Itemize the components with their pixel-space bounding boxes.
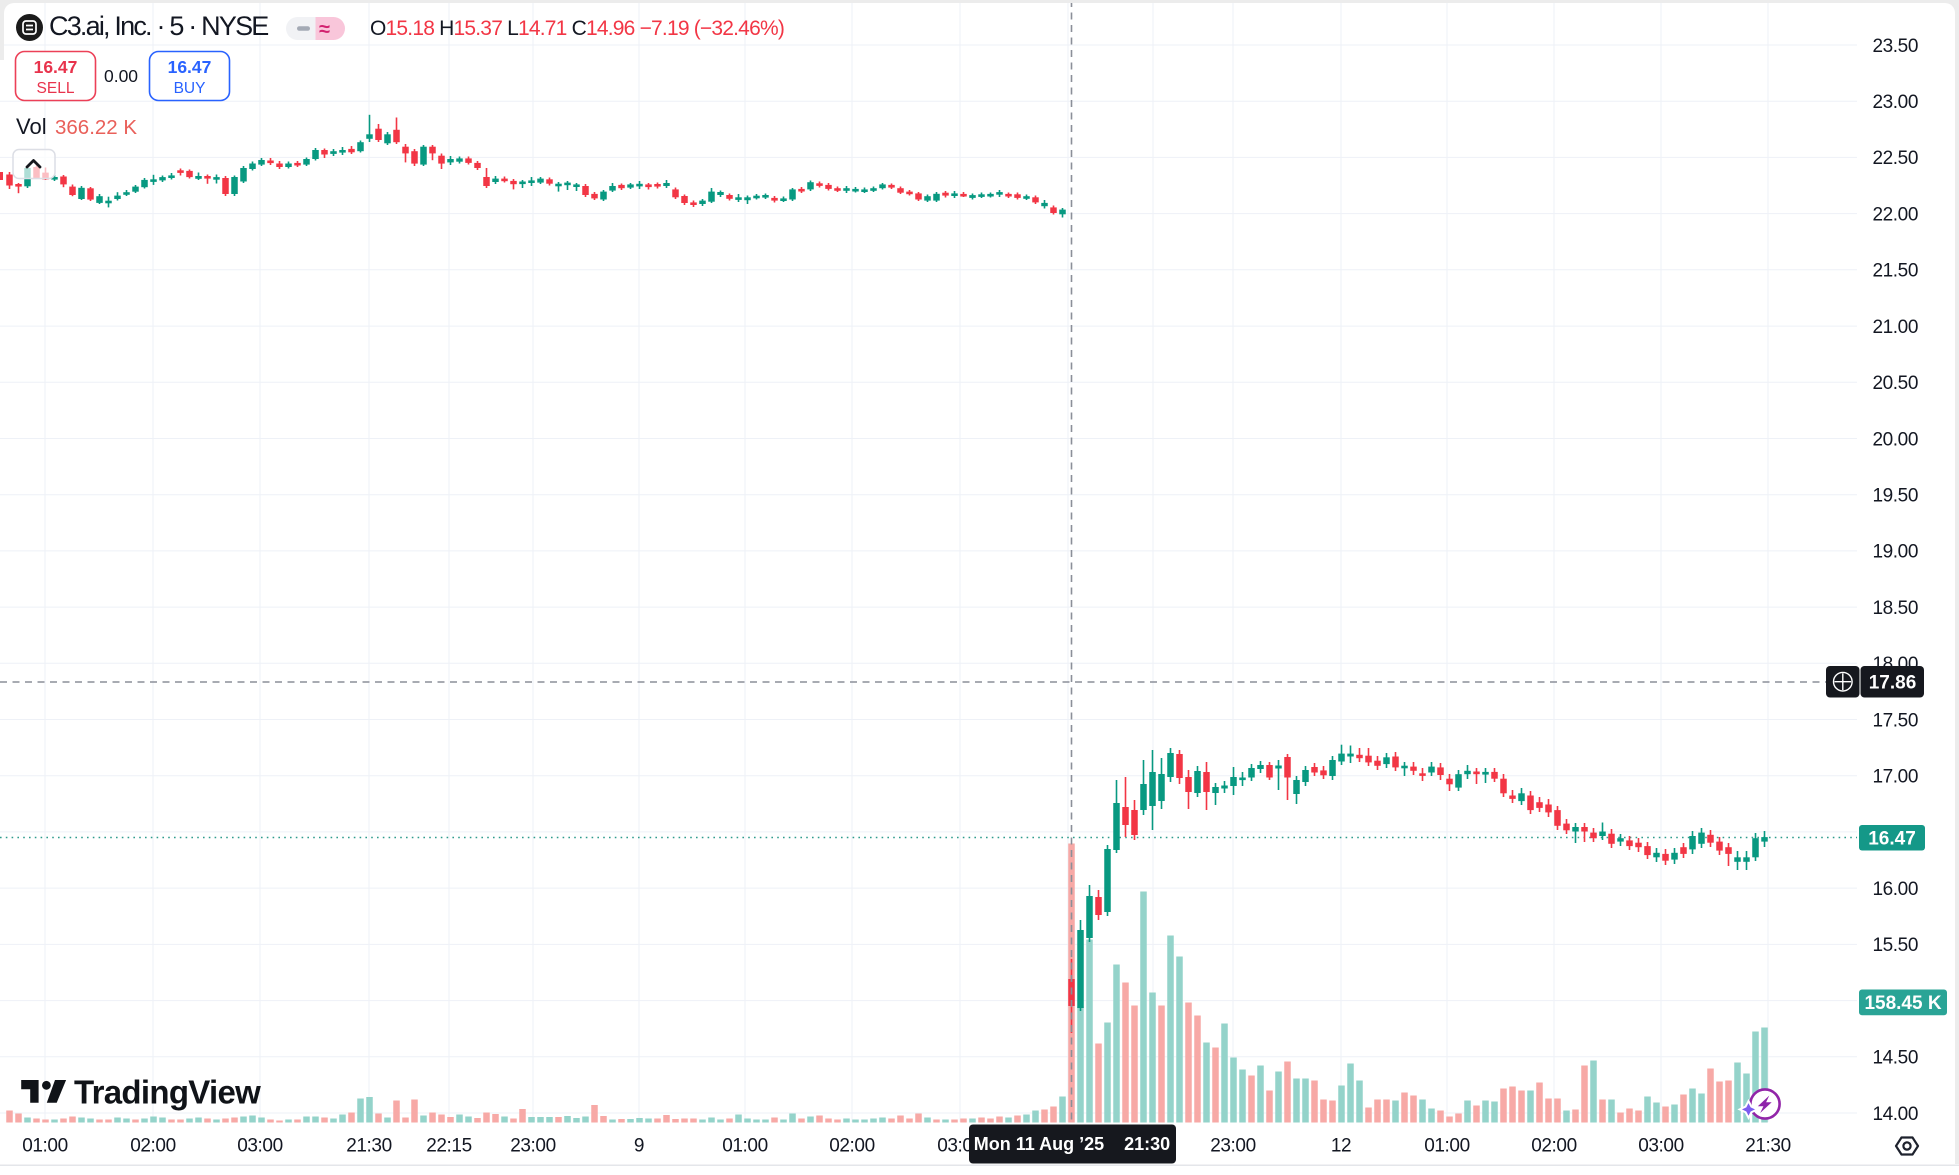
- svg-text:03:00: 03:00: [1638, 1136, 1684, 1157]
- svg-text:02:00: 02:00: [130, 1136, 176, 1157]
- svg-text:21.50: 21.50: [1872, 261, 1918, 282]
- svg-text:C3.ai, Inc. · 5 · NYSE: C3.ai, Inc. · 5 · NYSE: [49, 11, 268, 41]
- svg-text:19.00: 19.00: [1872, 542, 1918, 563]
- svg-text:SELL: SELL: [37, 80, 75, 97]
- svg-text:366.22 K: 366.22 K: [55, 116, 137, 139]
- svg-text:22:15: 22:15: [426, 1136, 472, 1157]
- svg-text:16.00: 16.00: [1872, 879, 1918, 900]
- svg-text:16.47: 16.47: [34, 57, 78, 77]
- svg-text:01:00: 01:00: [722, 1136, 768, 1157]
- svg-text:17.50: 17.50: [1872, 710, 1918, 731]
- svg-text:Vol: Vol: [16, 114, 47, 139]
- svg-text:14.00: 14.00: [1872, 1104, 1918, 1125]
- svg-text:158.45 K: 158.45 K: [1864, 993, 1941, 1014]
- svg-text:17.86: 17.86: [1869, 673, 1917, 694]
- svg-text:18.50: 18.50: [1872, 598, 1918, 619]
- svg-text:16.47: 16.47: [1868, 828, 1916, 849]
- svg-text:0.00: 0.00: [104, 66, 138, 86]
- svg-text:20.50: 20.50: [1872, 373, 1918, 394]
- svg-text:O15.18 H15.37 L14.71 C14.96 −7: O15.18 H15.37 L14.71 C14.96 −7.19 (−32.4…: [370, 17, 784, 40]
- svg-text:BUY: BUY: [174, 80, 206, 97]
- svg-text:02:00: 02:00: [829, 1136, 875, 1157]
- svg-text:12: 12: [1331, 1136, 1351, 1157]
- svg-text:17.00: 17.00: [1872, 767, 1918, 788]
- svg-text:22.50: 22.50: [1872, 148, 1918, 169]
- svg-text:20.00: 20.00: [1872, 429, 1918, 450]
- svg-text:02:00: 02:00: [1531, 1136, 1577, 1157]
- svg-text:23:00: 23:00: [1210, 1136, 1256, 1157]
- svg-text:21.00: 21.00: [1872, 317, 1918, 338]
- svg-text:21:30: 21:30: [346, 1136, 392, 1157]
- svg-text:TradingView: TradingView: [74, 1074, 261, 1111]
- svg-text:14.50: 14.50: [1872, 1048, 1918, 1069]
- svg-text:01:00: 01:00: [1424, 1136, 1470, 1157]
- svg-text:03:00: 03:00: [237, 1136, 283, 1157]
- svg-text:22.00: 22.00: [1872, 204, 1918, 225]
- svg-text:9: 9: [634, 1136, 644, 1157]
- svg-text:23.00: 23.00: [1872, 92, 1918, 113]
- svg-text:23.50: 23.50: [1872, 36, 1918, 57]
- svg-text:19.50: 19.50: [1872, 486, 1918, 507]
- svg-text:23:00: 23:00: [510, 1136, 556, 1157]
- svg-text:15.50: 15.50: [1872, 935, 1918, 956]
- svg-text:16.47: 16.47: [168, 57, 212, 77]
- svg-text:01:00: 01:00: [22, 1136, 68, 1157]
- svg-text:Mon 11 Aug ’25 21:30: Mon 11 Aug ’25 21:30: [974, 1134, 1170, 1154]
- svg-text:21:30: 21:30: [1745, 1136, 1791, 1157]
- svg-text:≈: ≈: [319, 19, 330, 41]
